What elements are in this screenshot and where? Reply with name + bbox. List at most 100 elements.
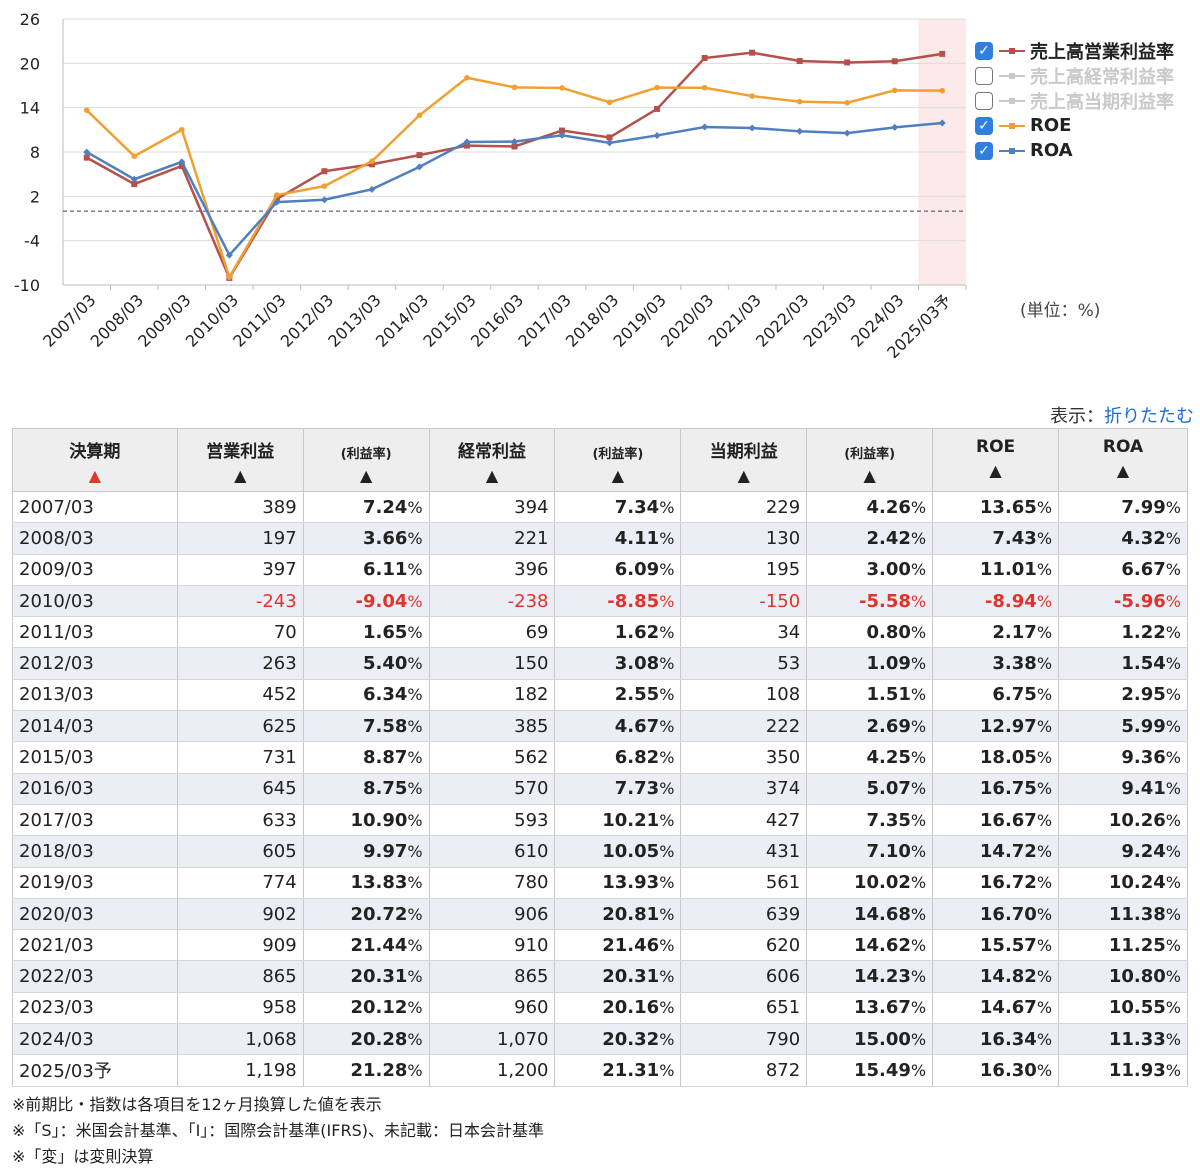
cell-value: 20.16 — [602, 997, 660, 1019]
cell-value: 229 — [765, 496, 801, 518]
percent-sign: % — [910, 591, 927, 611]
operating-profit-cell: 645 — [176, 773, 304, 805]
sort-up-icon[interactable]: ▲ — [1116, 461, 1130, 480]
ordinary-rate-cell: 20.31% — [554, 960, 682, 993]
net-profit-cell: 427 — [680, 804, 808, 837]
roe-cell: 16.34% — [932, 1023, 1060, 1056]
cell-value: 20.28 — [350, 1028, 408, 1050]
ordinary-profit-cell: 570 — [428, 773, 556, 805]
header-net-profit[interactable]: 当期利益 ▲ — [680, 428, 808, 492]
percent-sign: % — [910, 622, 927, 642]
sort-up-icon[interactable]: ▲ — [360, 466, 373, 485]
cell-value: 570 — [514, 778, 549, 800]
legend-item[interactable]: ✓ ROA — [975, 138, 1174, 163]
cell-value: 11.33 — [1108, 1028, 1166, 1050]
percent-sign: % — [1165, 810, 1181, 830]
cell-value: 5.07 — [866, 778, 911, 800]
checkbox-checked-icon[interactable]: ✓ — [975, 116, 993, 135]
percent-sign: % — [659, 873, 675, 893]
roa-cell: 10.24% — [1058, 867, 1188, 899]
checkbox-checked-icon[interactable]: ✓ — [975, 141, 993, 160]
sort-up-icon[interactable]: ▲ — [234, 466, 247, 485]
period-cell: 2012/03 — [12, 647, 178, 680]
cell-value: 4.25 — [866, 747, 911, 769]
financial-table: 決算期 ▲ 営業利益 ▲ (利益率) ▲ 経常利益 ▲ (利益率) ▲ 当期利益 ▲ (利益… — [12, 428, 1188, 1087]
legend-item[interactable]: ✓ 売上高営業利益率 — [975, 38, 1174, 63]
cell-value: 70 — [273, 621, 297, 643]
header-ordinary-rate[interactable]: (利益率) ▲ — [554, 428, 682, 492]
cell-value: -8.85 — [607, 590, 660, 612]
percent-sign: % — [1036, 1060, 1053, 1080]
series-point — [749, 49, 756, 56]
header-operating-profit[interactable]: 営業利益 ▲ — [176, 428, 304, 492]
percent-sign: % — [659, 716, 675, 736]
table-row: 2022/03 865 20.31% 865 20.31% 606 14.23% 14.82%… — [12, 960, 1188, 993]
cell-value: 7.34 — [614, 496, 660, 518]
roe-cell: -8.94% — [932, 585, 1060, 618]
header-label: 経常利益 — [458, 442, 527, 462]
percent-sign: % — [1036, 654, 1053, 674]
operating-profit-cell: 605 — [176, 835, 304, 868]
cell-value: 7.43 — [992, 527, 1037, 549]
period-cell: 2008/03 — [12, 522, 178, 555]
percent-sign: % — [1036, 967, 1053, 987]
header-roa[interactable]: ROA ▲ — [1058, 428, 1188, 492]
header-net-rate[interactable]: (利益率) ▲ — [806, 428, 934, 492]
roa-cell: 2.95% — [1058, 679, 1188, 712]
operating-profit-cell: 625 — [176, 710, 304, 743]
header-period[interactable]: 決算期 ▲ — [12, 428, 178, 492]
checkbox-checked-icon[interactable]: ✓ — [975, 41, 993, 60]
cell-value: 14.23 — [853, 966, 911, 988]
cell-value: 2009/03 — [19, 559, 94, 581]
cell-value: 10.05 — [602, 840, 660, 862]
cell-value: 221 — [514, 527, 549, 549]
percent-sign: % — [1165, 622, 1181, 642]
header-ordinary-profit[interactable]: 経常利益 ▲ — [428, 428, 556, 492]
series-point — [463, 142, 470, 149]
roe-cell: 2.17% — [932, 616, 1060, 649]
cell-value: -9.04 — [355, 590, 408, 612]
net-profit-cell: 790 — [680, 1023, 808, 1056]
series-point — [654, 105, 661, 112]
ordinary-rate-cell: 2.55% — [554, 679, 682, 712]
operating-rate-cell: 20.28% — [302, 1023, 430, 1056]
cell-value: 69 — [525, 621, 549, 643]
net-profit-cell: 108 — [680, 679, 808, 712]
percent-sign: % — [659, 622, 675, 642]
checkbox-unchecked-icon[interactable] — [975, 66, 993, 85]
sort-up-icon[interactable]: ▲ — [88, 466, 102, 485]
cell-value: 7.73 — [614, 778, 660, 800]
series-point — [368, 161, 375, 168]
series-point — [226, 274, 233, 280]
header-operating-rate[interactable]: (利益率) ▲ — [302, 428, 430, 492]
header-roe[interactable]: ROE ▲ — [932, 428, 1060, 492]
sort-up-icon[interactable]: ▲ — [485, 466, 499, 485]
cell-value: 1.65 — [363, 621, 408, 643]
roe-cell: 14.67% — [932, 992, 1060, 1025]
cell-value: 431 — [765, 840, 801, 862]
percent-sign: % — [1036, 560, 1053, 580]
cell-value: 21.46 — [602, 934, 660, 956]
ordinary-rate-cell: 3.08% — [554, 647, 682, 680]
collapse-link[interactable]: 折りたたむ — [1104, 406, 1194, 427]
net-rate-cell: 10.02% — [806, 867, 934, 899]
checkbox-unchecked-icon[interactable] — [975, 91, 993, 110]
cell-value: 2025/03予 — [19, 1061, 112, 1083]
legend-item[interactable]: 売上高経常利益率 — [975, 63, 1174, 88]
sort-up-icon[interactable]: ▲ — [989, 461, 1002, 480]
percent-sign: % — [659, 935, 675, 955]
cell-value: 645 — [262, 778, 297, 800]
cell-value: 0.80 — [866, 621, 911, 643]
cell-value: 14.67 — [979, 997, 1037, 1019]
cell-value: 1.51 — [866, 684, 911, 706]
sort-up-icon[interactable]: ▲ — [737, 466, 750, 485]
legend-item[interactable]: ✓ ROE — [975, 113, 1174, 138]
series-point — [938, 119, 946, 127]
cell-value: 6.34 — [363, 684, 408, 706]
sort-up-icon[interactable]: ▲ — [611, 466, 625, 485]
sort-up-icon[interactable]: ▲ — [863, 466, 876, 485]
cell-value: 1,070 — [496, 1028, 549, 1050]
legend-item[interactable]: 売上高当期利益率 — [975, 88, 1174, 113]
cell-value: 731 — [262, 747, 297, 769]
percent-sign: % — [1036, 685, 1053, 705]
